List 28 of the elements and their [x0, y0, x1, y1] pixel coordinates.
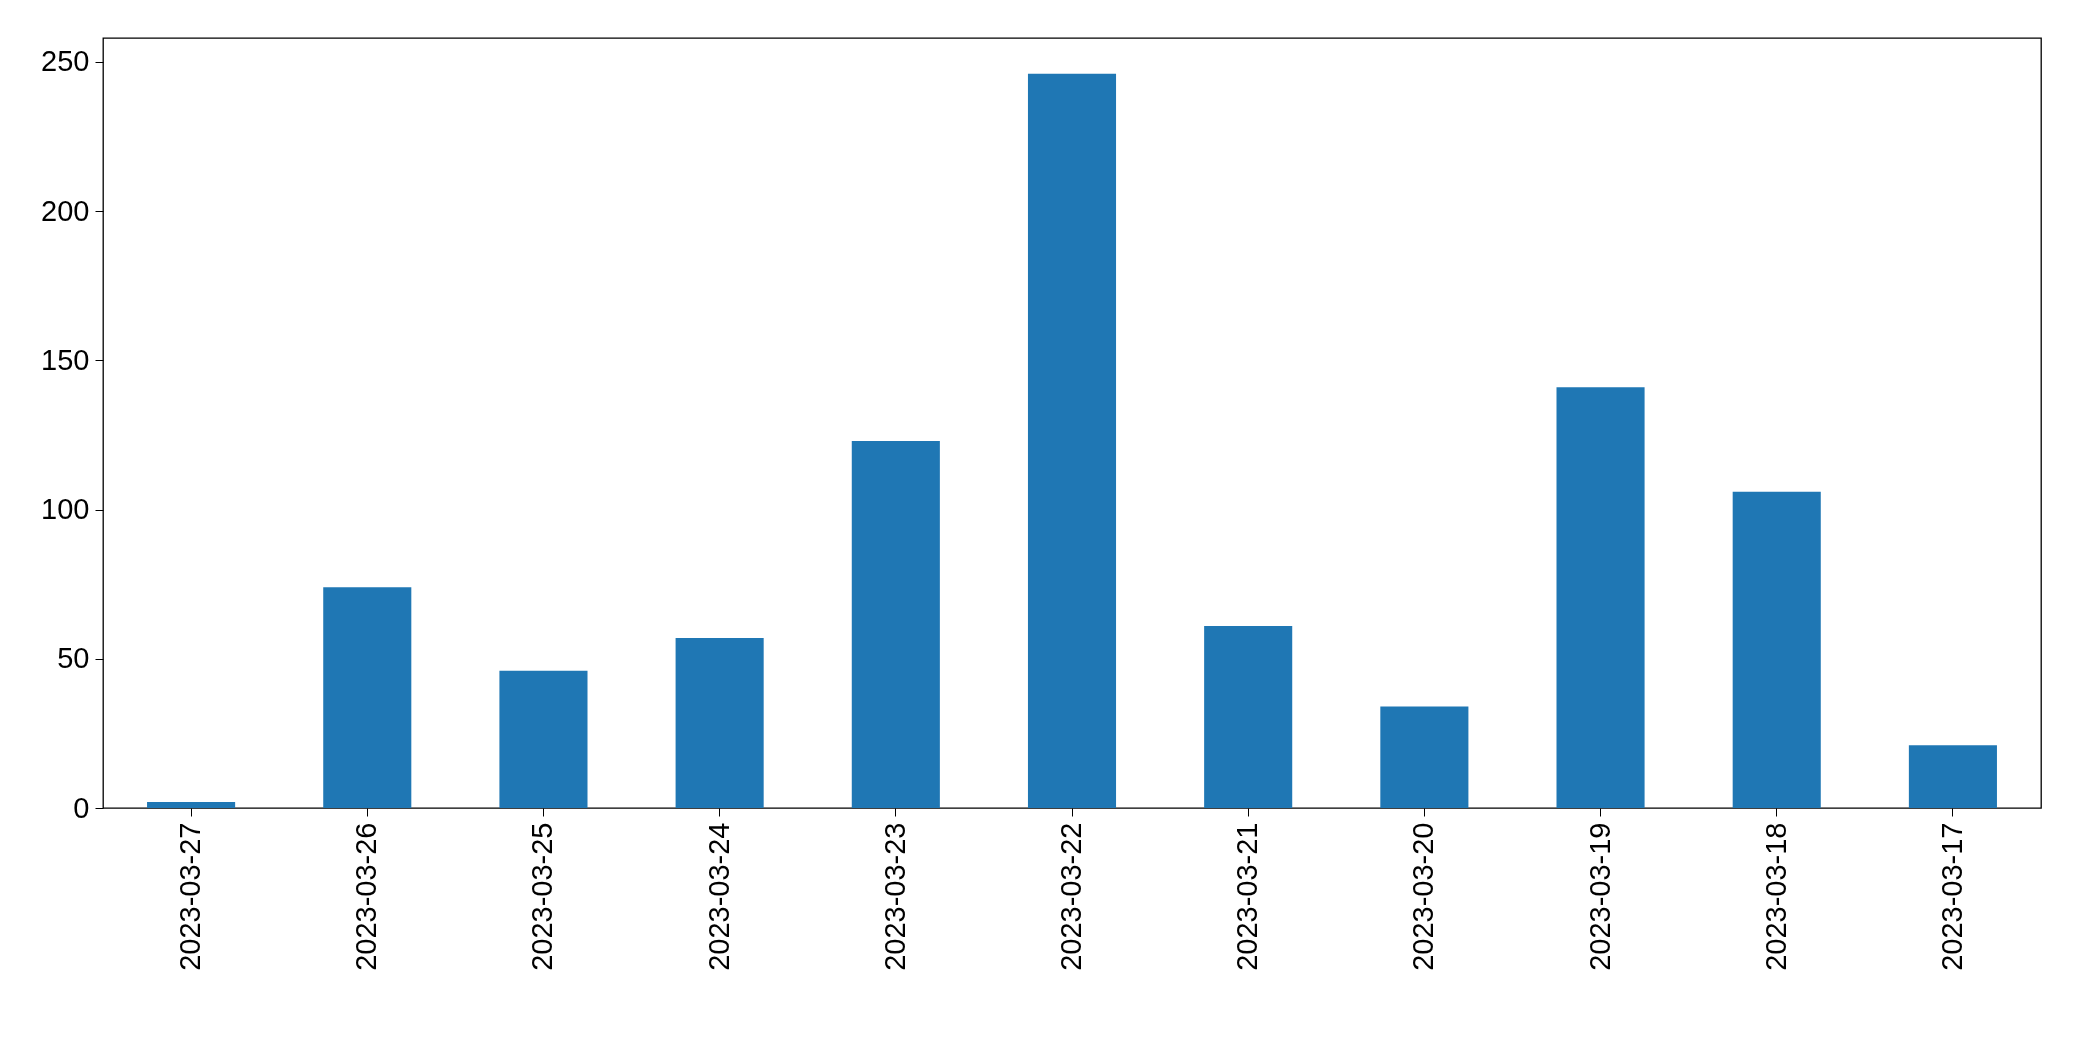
x-tick-label: 2023-03-26: [350, 822, 383, 971]
y-tick-label: 200: [41, 194, 90, 227]
x-tick-label: 2023-03-23: [878, 822, 911, 971]
bar: [1908, 745, 1997, 808]
x-tick-label: 2023-03-22: [1055, 822, 1087, 971]
bar: [1556, 387, 1645, 808]
x-tick-label: 2023-03-21: [1231, 822, 1264, 971]
x-tick-label: 2023-03-20: [1407, 822, 1440, 971]
x-tick-label: 2023-03-18: [1759, 822, 1792, 971]
x-tick-label: 2023-03-17: [1935, 822, 1968, 971]
y-tick-label: 0: [73, 791, 90, 824]
y-tick-label: 150: [41, 343, 90, 376]
bar: [1204, 625, 1293, 808]
bar: [1027, 73, 1117, 808]
bar: [851, 440, 940, 808]
y-tick-label: 50: [57, 642, 90, 675]
bar: [499, 670, 588, 808]
x-tick-label: 2023-03-19: [1583, 822, 1616, 971]
x-tick-label: 2023-03-24: [702, 822, 735, 971]
bar: [323, 587, 412, 808]
bar: [675, 637, 764, 808]
bar: [1732, 491, 1821, 808]
x-tick-label: 2023-03-25: [526, 822, 559, 971]
y-tick-label: 250: [41, 45, 90, 78]
bar: [147, 802, 236, 808]
x-tick-label: 2023-03-27: [174, 822, 207, 971]
y-tick-label: 100: [41, 493, 90, 526]
bar: [1380, 706, 1469, 808]
